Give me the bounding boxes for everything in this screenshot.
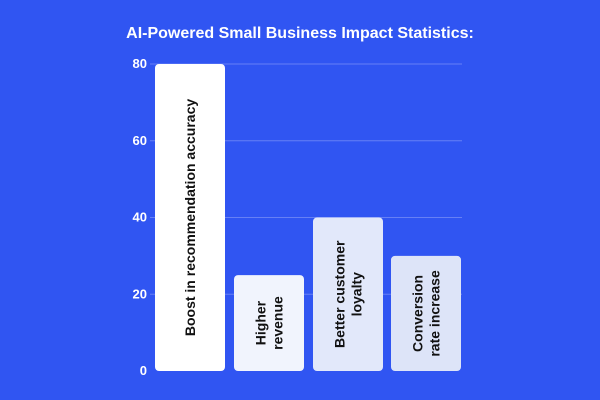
bars [155,64,461,371]
bar-label: Boost in recommendation accuracy [182,99,198,337]
chart-title: AI-Powered Small Business Impact Statist… [126,25,474,42]
y-tick-label: 80 [133,56,147,71]
bar-label-line: loyalty [349,272,365,317]
bar-label: Conversion rate increase [410,270,443,357]
y-tick-label: 20 [133,286,147,301]
y-tick-label: 0 [140,363,147,378]
bar-label-line: Higher [253,300,269,345]
bar [234,275,304,371]
bar-label: Better customer loyalty [332,240,365,348]
bar-label-line: Conversion [410,275,426,352]
bar-label: Higher revenue [253,296,286,350]
bar-label-line: rate increase [427,270,443,357]
bar-label-line: revenue [270,296,286,350]
bar-label-line: Boost in recommendation accuracy [182,99,198,337]
y-tick-label: 60 [133,133,147,148]
bar-label-line: Better customer [332,240,348,348]
bar [391,255,461,371]
bar-labels: Boost in recommendation accuracy Higher re… [182,99,443,357]
bar [155,64,225,371]
y-tick-label: 40 [133,210,147,225]
y-axis-ticks: 0 20 40 60 80 [133,56,147,378]
bar [313,217,383,371]
